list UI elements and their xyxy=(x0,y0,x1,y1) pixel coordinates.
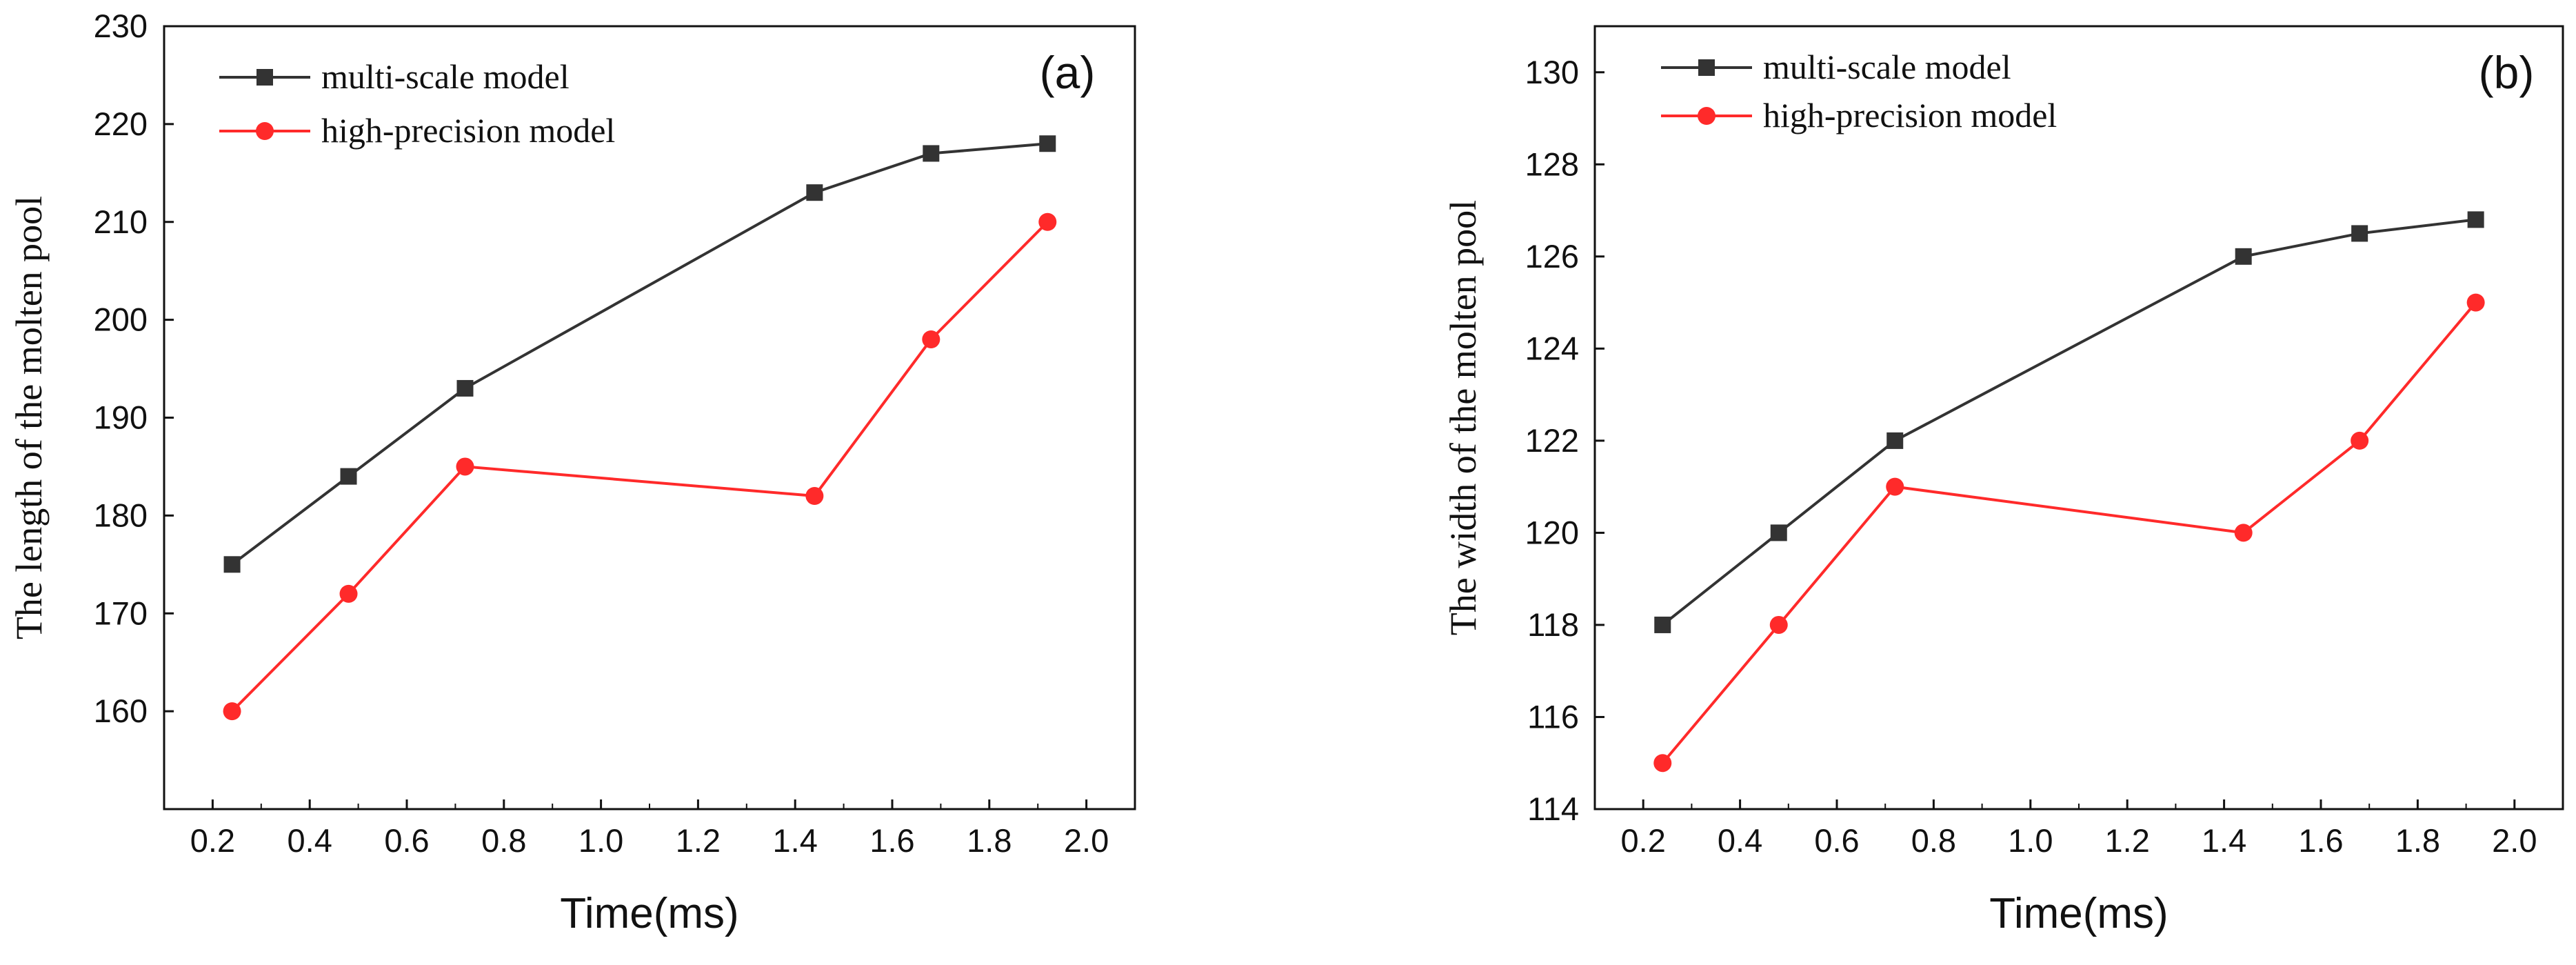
data-point-multi-scale xyxy=(2467,211,2484,228)
legend-marker xyxy=(1698,59,1715,76)
y-tick-label: 190 xyxy=(94,399,148,436)
y-tick-label: 130 xyxy=(1525,54,1579,90)
y-tick-label: 120 xyxy=(1525,514,1579,550)
y-tick-label: 180 xyxy=(94,497,148,533)
x-tick-label: 1.8 xyxy=(967,822,1012,859)
y-axis-title: The width of the molten pool xyxy=(1442,200,1484,635)
x-tick-label: 1.0 xyxy=(578,822,623,859)
legend-marker xyxy=(256,69,273,86)
x-tick-label: 0.2 xyxy=(190,822,235,859)
y-tick-label: 124 xyxy=(1525,330,1579,366)
y-tick-label: 118 xyxy=(1527,606,1579,643)
x-tick-label: 0.8 xyxy=(481,822,526,859)
y-tick-label: 230 xyxy=(94,8,148,44)
x-tick-label: 1.6 xyxy=(869,822,914,859)
panel-label: (b) xyxy=(2479,47,2535,98)
x-tick-label: 0.6 xyxy=(1814,822,1859,859)
legend-label: high-precision model xyxy=(1763,96,2057,135)
y-tick-label: 170 xyxy=(94,595,148,631)
data-point-high-precision xyxy=(223,702,241,721)
data-point-multi-scale xyxy=(806,184,823,201)
legend-marker xyxy=(256,122,274,140)
data-point-high-precision xyxy=(922,330,940,348)
y-tick-label: 116 xyxy=(1527,698,1579,735)
data-point-multi-scale xyxy=(923,145,940,162)
y-tick-label: 114 xyxy=(1527,790,1579,827)
data-point-high-precision xyxy=(1886,477,1904,496)
y-tick-label: 128 xyxy=(1525,146,1579,182)
data-point-multi-scale xyxy=(2351,225,2368,242)
y-tick-label: 210 xyxy=(94,203,148,240)
data-point-multi-scale xyxy=(1770,524,1787,541)
data-point-multi-scale xyxy=(1039,135,1056,152)
x-tick-label: 0.4 xyxy=(288,822,332,859)
chart-panel-b: 0.2 0.4 0.6 0.8 1.0 1.2 1.4 1.6 1.8 2.0 114 116 118 1… xyxy=(1442,25,2564,937)
x-tick-label: 1.2 xyxy=(676,822,721,859)
panel-label: (a) xyxy=(1040,47,1096,98)
data-point-multi-scale xyxy=(456,379,474,397)
legend-marker xyxy=(1698,107,1715,125)
y-tick-label: 122 xyxy=(1525,422,1579,459)
legend-label: multi-scale model xyxy=(321,57,570,96)
data-point-high-precision xyxy=(1769,615,1788,634)
data-point-high-precision xyxy=(456,457,474,476)
series-line-high-precision xyxy=(1661,301,2477,764)
data-point-multi-scale xyxy=(2235,248,2252,265)
series-line-multi-scale xyxy=(231,142,1048,566)
data-point-multi-scale xyxy=(340,468,357,485)
x-tick-label: 2.0 xyxy=(1064,822,1109,859)
y-tick-label: 126 xyxy=(1525,238,1579,275)
data-point-multi-scale xyxy=(223,556,241,573)
plot-frame xyxy=(163,25,1136,810)
plot-frame xyxy=(1593,25,2564,810)
x-tick-label: 1.4 xyxy=(773,822,818,859)
x-tick-label: 1.4 xyxy=(2202,822,2246,859)
chart-panel-a: 0.2 0.4 0.6 0.8 1.0 1.2 1.4 1.6 1.8 2.0 160 170 180 1… xyxy=(8,8,1136,937)
x-tick-label: 1.6 xyxy=(2298,822,2343,859)
series-line-high-precision xyxy=(231,221,1049,713)
data-point-high-precision xyxy=(2351,431,2369,450)
data-point-high-precision xyxy=(1653,754,1672,773)
y-tick-label: 220 xyxy=(94,106,148,142)
data-point-high-precision xyxy=(2466,293,2485,312)
x-tick-label: 0.2 xyxy=(1621,822,1666,859)
x-tick-label: 1.0 xyxy=(2008,822,2053,859)
x-tick-label: 0.4 xyxy=(1718,822,1762,859)
data-point-multi-scale xyxy=(1886,432,1904,449)
series-line-multi-scale xyxy=(1662,218,2476,626)
y-tick-label: 160 xyxy=(94,693,148,729)
x-tick-label: 1.8 xyxy=(2395,822,2440,859)
x-tick-label: 1.2 xyxy=(2105,822,2150,859)
x-axis-title: Time(ms) xyxy=(1989,890,2168,937)
x-axis-title: Time(ms) xyxy=(560,890,738,937)
x-tick-label: 0.8 xyxy=(1911,822,1956,859)
x-tick-label: 0.6 xyxy=(384,822,429,859)
y-axis-title: The length of the molten pool xyxy=(8,196,50,639)
x-tick-label: 2.0 xyxy=(2492,822,2537,859)
data-point-high-precision xyxy=(2234,524,2253,542)
legend-label: high-precision model xyxy=(321,111,615,150)
data-point-high-precision xyxy=(1038,212,1057,231)
data-point-multi-scale xyxy=(1654,616,1671,633)
data-point-high-precision xyxy=(339,584,358,603)
legend-label: multi-scale model xyxy=(1763,48,2011,86)
y-tick-label: 200 xyxy=(94,301,148,338)
data-point-high-precision xyxy=(805,487,824,505)
